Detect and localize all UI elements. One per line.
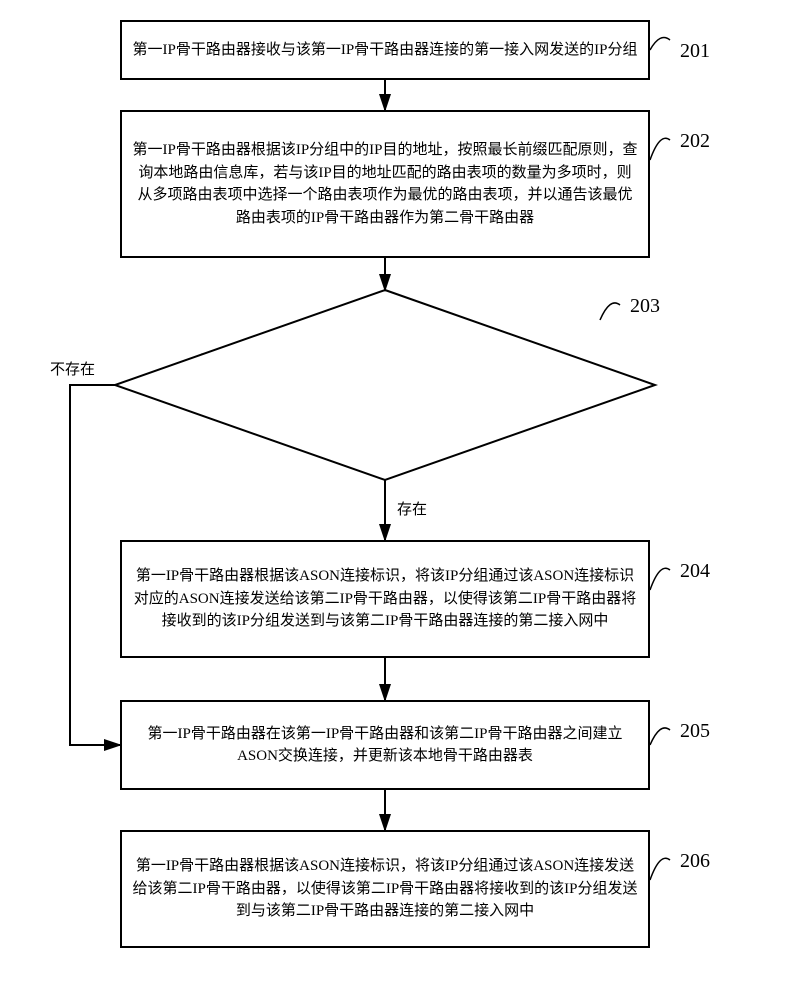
flow-step-204: 第一IP骨干路由器根据该ASON连接标识，将该IP分组通过该ASON连接标识对应… (120, 540, 650, 658)
step-number-202: 202 (680, 130, 710, 153)
flow-step-text: 第一IP骨干路由器接收与该第一IP骨干路由器连接的第一接入网发送的IP分组 (132, 39, 637, 62)
flow-decision-203: 第一IP骨干路由器查询本地骨干路由器表，判断是否存在该第一IP骨干路由器到第二I… (115, 290, 655, 480)
flow-step-text: 第一IP骨干路由器在该第一IP骨干路由器和该第二IP骨干路由器之间建立ASON交… (132, 723, 638, 768)
step-number-203: 203 (630, 295, 660, 318)
step-number-205: 205 (680, 720, 710, 743)
flow-step-text: 第一IP骨干路由器根据该ASON连接标识，将该IP分组通过该ASON连接发送给该… (132, 855, 638, 923)
flow-decision-text: 第一IP骨干路由器查询本地骨干路由器表，判断是否存在该第一IP骨干路由器到第二I… (195, 351, 575, 419)
flow-step-205: 第一IP骨干路由器在该第一IP骨干路由器和该第二IP骨干路由器之间建立ASON交… (120, 700, 650, 790)
flow-step-text: 第一IP骨干路由器根据该ASON连接标识，将该IP分组通过该ASON连接标识对应… (132, 565, 638, 633)
flow-step-202: 第一IP骨干路由器根据该IP分组中的IP目的地址，按照最长前缀匹配原则，查询本地… (120, 110, 650, 258)
step-number-201: 201 (680, 40, 710, 63)
flow-step-text: 第一IP骨干路由器根据该IP分组中的IP目的地址，按照最长前缀匹配原则，查询本地… (132, 139, 638, 229)
step-number-206: 206 (680, 850, 710, 873)
step-number-204: 204 (680, 560, 710, 583)
flow-step-206: 第一IP骨干路由器根据该ASON连接标识，将该IP分组通过该ASON连接发送给该… (120, 830, 650, 948)
flowchart-container: 第一IP骨干路由器接收与该第一IP骨干路由器连接的第一接入网发送的IP分组 201… (30, 20, 759, 980)
flow-step-201: 第一IP骨干路由器接收与该第一IP骨干路由器连接的第一接入网发送的IP分组 (120, 20, 650, 80)
edge-label: 存在 (395, 498, 429, 519)
edge-label: 不存在 (48, 358, 97, 379)
